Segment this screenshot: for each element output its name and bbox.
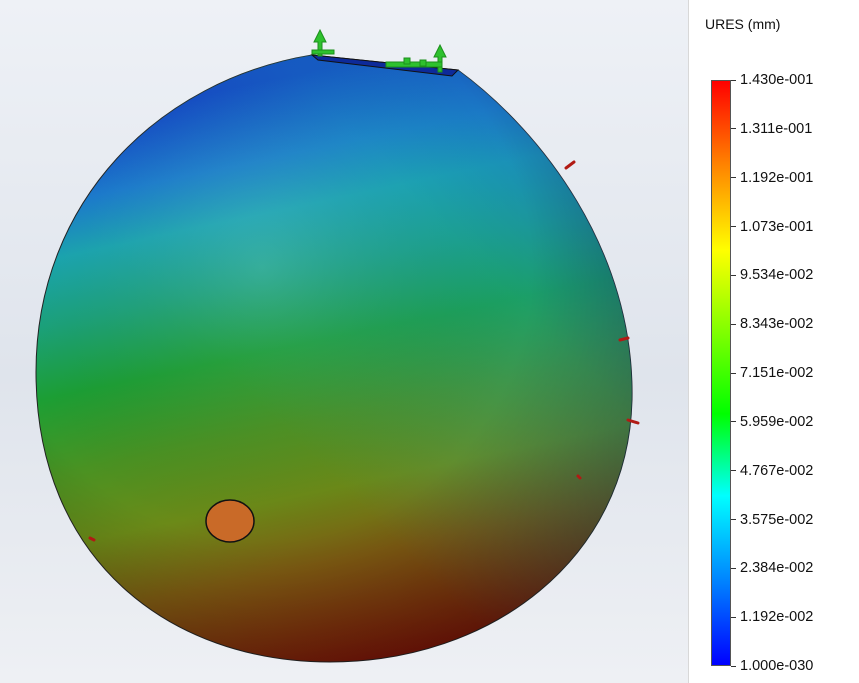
legend-tick-mark <box>731 274 736 276</box>
legend-tick-label: 1.192e-001 <box>740 169 814 186</box>
legend-tick-row: 1.192e-001 <box>731 170 813 186</box>
legend-tick-label: 2.384e-002 <box>740 560 814 577</box>
legend-tick-mark <box>731 177 736 179</box>
legend-tick-mark <box>731 421 736 423</box>
legend-tick-row: 1.073e-001 <box>731 219 813 235</box>
legend-tick-label: 8.343e-002 <box>740 316 814 333</box>
legend-tick-row: 4.767e-002 <box>731 463 813 479</box>
legend-tick-row: 1.000e-030 <box>731 658 813 674</box>
legend-tick-label: 1.000e-030 <box>740 658 814 674</box>
legend-panel: URES (mm) 1.430e-001 1.311e-001 1.192e-001… <box>688 0 859 683</box>
legend-tick-label: 4.767e-002 <box>740 462 814 479</box>
legend-tick-row: 1.311e-001 <box>731 121 812 137</box>
legend-tick-mark <box>731 128 736 130</box>
legend-tick-mark <box>731 616 736 618</box>
legend-tick-label: 1.430e-001 <box>740 72 814 88</box>
legend-tick-row: 2.384e-002 <box>731 560 813 576</box>
load-markers-icon <box>88 160 640 542</box>
legend-tick-row: 9.534e-002 <box>731 267 813 283</box>
legend-tick-row: 8.343e-002 <box>731 316 813 332</box>
legend-tick-label: 1.311e-001 <box>740 120 813 137</box>
legend-tick-mark <box>731 567 736 569</box>
legend-tick-row: 1.430e-001 <box>731 72 813 88</box>
displacement-plot <box>35 28 640 663</box>
legend-title: URES (mm) <box>705 16 781 32</box>
legend-tick-label: 3.575e-002 <box>740 511 814 528</box>
legend-tick-mark <box>731 372 736 374</box>
legend-tick-label: 1.192e-002 <box>740 609 814 626</box>
legend-tick-row: 3.575e-002 <box>731 512 813 528</box>
legend-color-bar <box>711 80 731 666</box>
legend-tick-row: 1.192e-002 <box>731 609 813 625</box>
legend-tick-label: 1.073e-001 <box>740 218 814 235</box>
legend-tick-label: 7.151e-002 <box>740 365 814 381</box>
legend-tick-mark <box>731 470 736 472</box>
legend-tick-mark <box>731 519 736 520</box>
model-viewport[interactable] <box>0 0 688 683</box>
legend-tick-mark <box>731 226 736 227</box>
fixture-arrows-icon <box>311 28 447 73</box>
legend-tick-mark <box>731 665 736 667</box>
legend-tick-mark <box>731 323 736 325</box>
hole-feature <box>205 499 255 543</box>
legend-tick-row: 5.959e-002 <box>731 414 813 430</box>
legend-tick-mark <box>731 79 736 81</box>
legend-tick-label: 5.959e-002 <box>740 413 814 430</box>
legend-tick-label: 9.534e-002 <box>740 267 814 284</box>
legend-tick-row: 7.151e-002 <box>731 365 813 381</box>
